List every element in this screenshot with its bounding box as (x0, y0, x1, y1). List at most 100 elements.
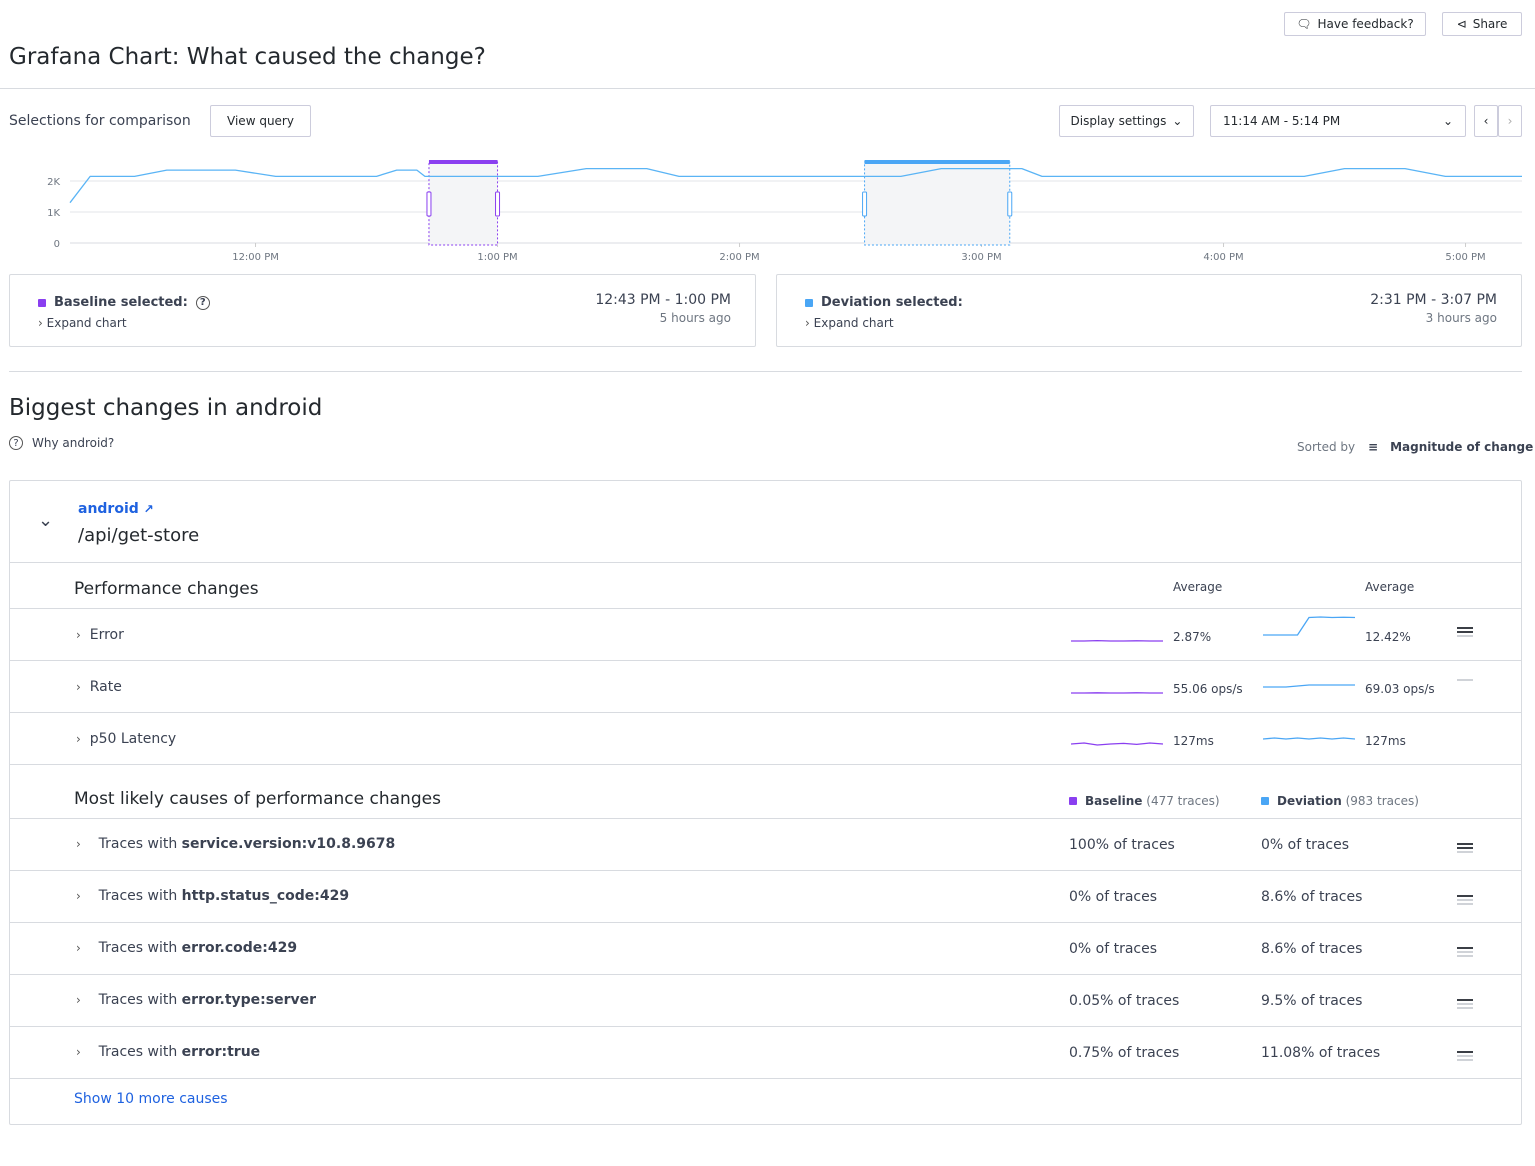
cause-row[interactable]: › Traces with service.version:v10.8.9678… (10, 818, 1521, 870)
display-settings-button[interactable]: Display settings ⌄ (1059, 105, 1194, 137)
baseline-percent: 0% of traces (1069, 889, 1158, 905)
chevron-right-icon: › (805, 316, 810, 330)
deviation-average: 69.03 ops/s (1365, 682, 1435, 696)
share-icon: ⊲ (1456, 17, 1467, 31)
deviation-drag-handle[interactable] (862, 191, 868, 217)
chevron-right-icon: › (76, 1045, 81, 1059)
baseline-sparkline (1071, 639, 1163, 642)
x-tick-label: 4:00 PM (1203, 252, 1243, 263)
deviation-sparkline (1262, 737, 1356, 740)
share-button[interactable]: ⊲ Share (1442, 12, 1522, 36)
x-tick-label: 3:00 PM (961, 252, 1001, 263)
cause-row[interactable]: › Traces with error.code:429 0% of trace… (10, 922, 1521, 974)
external-link-icon: ↗ (143, 502, 154, 516)
show-more-row: Show 10 more causes (10, 1078, 1521, 1124)
endpoint-name: /api/get-store (78, 525, 200, 546)
baseline-drag-handle[interactable] (495, 191, 501, 217)
deviation-sparkline (1263, 616, 1356, 636)
deviation-percent: 9.5% of traces (1261, 993, 1363, 1009)
chevron-right-icon: › (76, 732, 81, 746)
chevron-right-icon: › (38, 316, 43, 330)
cause-row[interactable]: › Traces with error:true 0.75% of traces… (10, 1026, 1521, 1078)
chevron-right-icon: › (76, 628, 81, 642)
baseline-average: 55.06 ops/s (1173, 682, 1243, 696)
cause-row[interactable]: › Traces with error.type:server 0.05% of… (10, 974, 1521, 1026)
help-icon: ? (9, 436, 23, 450)
perf-header: Performance changes Average Average (10, 562, 1521, 608)
magnitude-icon: ≡ (1368, 440, 1378, 454)
expand-chart-link[interactable]: › Expand chart (38, 316, 127, 330)
change-group-card (9, 480, 1522, 1125)
perf-row[interactable]: › Rate 55.06 ops/s 69.03 ops/s (10, 660, 1521, 712)
baseline-sparkline (1070, 742, 1164, 746)
sparkline-path (1263, 684, 1355, 688)
sort-select[interactable]: ≡ Magnitude of change (1368, 440, 1534, 454)
sparkline-path (1262, 737, 1356, 740)
baseline-ago: 5 hours ago (659, 311, 731, 325)
sparkline-path (1070, 742, 1164, 746)
x-tick-label: 5:00 PM (1445, 252, 1485, 263)
perf-row[interactable]: › p50 Latency 127ms 127ms (10, 712, 1521, 764)
time-range-picker[interactable]: 11:14 AM - 5:14 PM ⌄ (1210, 105, 1466, 137)
view-query-button[interactable]: View query (210, 105, 311, 137)
deviation-card: Deviation selected: › Expand chart 2:31 … (776, 274, 1522, 347)
magnitude-icon (1457, 895, 1473, 907)
causes-header: Most likely causes of performance change… (10, 764, 1521, 818)
deviation-average: 127ms (1365, 734, 1406, 748)
service-link[interactable]: android ↗ (78, 501, 154, 517)
perf-row[interactable]: › Error 2.87% 12.42% (10, 608, 1521, 660)
deviation-percent: 8.6% of traces (1261, 889, 1363, 905)
baseline-range: 12:43 PM - 1:00 PM (595, 292, 731, 308)
cause-row[interactable]: › Traces with http.status_code:429 0% of… (10, 870, 1521, 922)
baseline-selection[interactable] (428, 161, 499, 246)
cause-attribute: service.version:v10.8.9678 (181, 836, 396, 852)
x-tick-label: 12:00 PM (232, 252, 279, 263)
feedback-button[interactable]: 🗨 Have feedback? (1284, 12, 1426, 36)
cause-attribute: error:true (181, 1044, 261, 1060)
deviation-percent: 8.6% of traces (1261, 941, 1363, 957)
show-more-link[interactable]: Show 10 more causes (74, 1091, 228, 1107)
chevron-down-icon: ⌄ (1442, 114, 1453, 128)
page-title: Grafana Chart: What caused the change? (9, 44, 486, 70)
baseline-drag-handle[interactable] (426, 191, 432, 217)
deviation-drag-handle[interactable] (1007, 191, 1013, 217)
y-tick-label: 0 (54, 239, 60, 250)
baseline-selection-bar[interactable] (428, 160, 498, 164)
overview-chart[interactable]: 0 1K 2K 12:00 PM 1:00 PM 2:00 PM 3:00 PM 4:00 P… (0, 150, 1535, 265)
series-line (69, 167, 1522, 204)
baseline-percent: 0.75% of traces (1069, 1045, 1180, 1061)
expand-chart-link[interactable]: › Expand chart (805, 316, 894, 330)
section-title: Biggest changes in android (9, 395, 323, 421)
collapse-chevron-icon[interactable]: ⌄ (38, 510, 54, 531)
why-android-link[interactable]: ? Why android? (9, 436, 114, 450)
chevron-right-icon: › (76, 889, 81, 903)
next-range-button[interactable]: › (1498, 105, 1522, 137)
baseline-percent: 0.05% of traces (1069, 993, 1180, 1009)
sorted-by-label: Sorted by (1297, 440, 1356, 454)
magnitude-icon (1457, 947, 1473, 959)
magnitude-icon (1457, 1051, 1473, 1063)
magnitude-icon (1457, 627, 1473, 639)
magnitude-icon (1457, 843, 1473, 855)
sparkline-path (1263, 616, 1356, 636)
baseline-average: 127ms (1173, 734, 1214, 748)
deviation-selection-bar[interactable] (864, 160, 1010, 164)
magnitude-icon (1457, 999, 1473, 1011)
divider (9, 371, 1522, 372)
baseline-swatch (38, 298, 46, 307)
chevron-right-icon: › (1507, 114, 1513, 128)
baseline-sparkline (1071, 692, 1163, 694)
baseline-average: 2.87% (1173, 630, 1212, 644)
chevron-right-icon: › (76, 941, 81, 955)
cause-attribute: error.type:server (181, 992, 317, 1008)
cause-attribute: error.code:429 (181, 940, 298, 956)
prev-range-button[interactable]: ‹ (1474, 105, 1498, 137)
help-icon[interactable]: ? (195, 295, 210, 310)
chevron-down-icon: ⌄ (1172, 114, 1183, 128)
metric-name: Rate (89, 679, 122, 695)
baseline-swatch (1069, 797, 1077, 805)
x-tick-label: 1:00 PM (477, 252, 517, 263)
chevron-left-icon: ‹ (1483, 114, 1489, 128)
chevron-right-icon: › (76, 837, 81, 851)
deviation-selection[interactable] (864, 161, 1011, 246)
